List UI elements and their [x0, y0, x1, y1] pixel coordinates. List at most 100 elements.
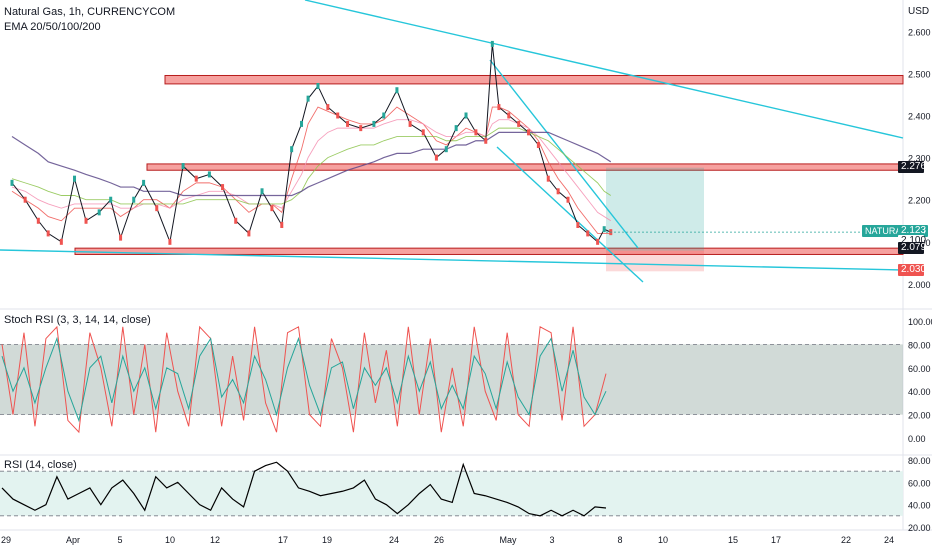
rsi-tick-label: 20.00	[908, 523, 931, 533]
price-tick-label: 2.200	[908, 196, 931, 206]
currency-label: USD	[908, 6, 930, 17]
stop-price-tag: 2.030	[898, 264, 926, 276]
price-candle	[566, 196, 570, 203]
zone-support	[74, 247, 904, 255]
price-line	[11, 43, 611, 244]
price-candle	[454, 125, 458, 132]
time-tick-label: 17	[278, 535, 288, 545]
target-price-tag: 2.276	[898, 161, 926, 173]
price-candle	[497, 104, 501, 111]
price-candle	[84, 217, 88, 224]
stoch-tick-label: 80.00	[908, 340, 931, 350]
price-candle	[142, 179, 146, 186]
price-candle	[326, 104, 330, 111]
rsi-tick-label: 40.00	[908, 501, 931, 511]
time-tick-label: 10	[165, 535, 175, 545]
price-candle	[316, 83, 320, 90]
price-tick-label: 2.300	[908, 154, 931, 164]
price-candle	[536, 141, 540, 148]
price-candle	[434, 154, 438, 161]
price-candle	[234, 217, 238, 224]
time-tick-label: 24	[884, 535, 894, 545]
price-candle	[119, 234, 123, 241]
rsi-tick-label: 80.00	[908, 456, 931, 466]
price-candle	[97, 209, 101, 216]
ema-line-EMA200	[11, 131, 612, 197]
price-candle	[490, 40, 494, 47]
price-candle	[464, 112, 468, 119]
price-candle	[527, 129, 531, 136]
time-tick-label: 19	[322, 535, 332, 545]
price-candle	[474, 129, 478, 136]
price-candle	[23, 196, 27, 203]
time-tick-label: 29	[1, 535, 11, 545]
rsi-band	[0, 471, 903, 516]
last-price-tag: 2.123	[898, 225, 926, 237]
zone-pivot	[146, 163, 904, 171]
time-tick-label: 10	[658, 535, 668, 545]
time-tick-label: 24	[389, 535, 399, 545]
price-tick-label: 2.500	[908, 69, 931, 79]
stoch-tick-label: 20.00	[908, 411, 931, 421]
price-candle	[596, 238, 600, 245]
stoch-rsi-title: Stoch RSI (3, 3, 14, 14, close)	[4, 314, 151, 326]
price-candle	[109, 196, 113, 203]
zone-resistance	[164, 74, 904, 85]
stoch-tick-label: 60.00	[908, 364, 931, 374]
price-candle	[602, 226, 606, 233]
stoch-tick-label: 0.00	[908, 434, 926, 444]
price-candle	[300, 120, 304, 127]
price-tick-label: 2.400	[908, 111, 931, 121]
wedge-lower-line	[496, 146, 644, 283]
stoch-tick-label: 100.00	[908, 317, 932, 327]
stoch-band	[0, 344, 903, 415]
rsi-line	[1, 461, 607, 517]
price-candle	[484, 137, 488, 144]
time-tick-label: Apr	[66, 535, 80, 545]
ema-line-EMA50	[11, 119, 612, 222]
time-tick-label: 22	[841, 535, 851, 545]
stoch-tick-label: 40.00	[908, 387, 931, 397]
price-candle	[73, 175, 77, 182]
price-candle	[10, 179, 14, 186]
time-tick-label: 3	[549, 535, 554, 545]
time-tick-label: 8	[617, 535, 622, 545]
price-candle	[556, 188, 560, 195]
price-candle	[359, 125, 363, 132]
price-candle	[306, 95, 310, 102]
rsi-title: RSI (14, close)	[4, 459, 77, 471]
price-tick-label: 2.600	[908, 27, 931, 37]
price-candle	[336, 112, 340, 119]
price-candle	[395, 87, 399, 94]
time-tick-label: 5	[117, 535, 122, 545]
price-candle	[207, 171, 211, 178]
ema-legend: EMA 20/50/100/200	[4, 21, 101, 33]
long-position-target	[606, 167, 704, 251]
price-candle	[408, 120, 412, 127]
stoch-line-D	[1, 336, 607, 423]
ema-line-EMA20	[11, 106, 611, 234]
price-candle	[280, 221, 284, 228]
price-candle	[194, 175, 198, 182]
price-candle	[168, 238, 172, 245]
price-candle	[372, 120, 376, 127]
ema-line-EMA100	[11, 127, 612, 205]
descending-trendline-top	[304, 0, 904, 139]
price-candle	[517, 120, 521, 127]
price-candle	[507, 112, 511, 119]
price-candle	[586, 230, 590, 237]
price-candle	[290, 146, 294, 153]
price-candle	[444, 146, 448, 153]
long-position-stop	[606, 250, 704, 272]
time-tick-label: 26	[434, 535, 444, 545]
price-candle	[382, 112, 386, 119]
price-candle	[221, 184, 225, 191]
time-tick-label: May	[499, 535, 517, 545]
price-candle	[247, 230, 251, 237]
time-tick-label: 12	[210, 535, 220, 545]
price-candle	[132, 196, 136, 203]
rsi-tick-label: 60.00	[908, 478, 931, 488]
price-candle	[260, 188, 264, 195]
